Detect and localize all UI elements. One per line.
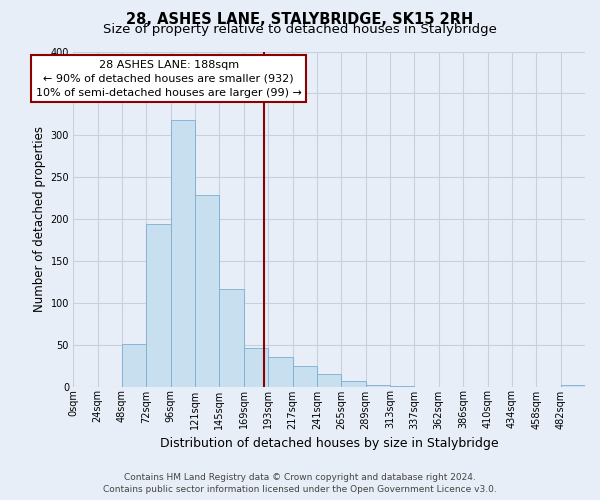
Bar: [195, 194, 220, 386]
Text: Contains HM Land Registry data © Crown copyright and database right 2024.
Contai: Contains HM Land Registry data © Crown c…: [103, 472, 497, 494]
Bar: [122, 344, 146, 387]
Bar: [170, 120, 195, 386]
Bar: [146, 224, 170, 386]
Text: Size of property relative to detached houses in Stalybridge: Size of property relative to detached ho…: [103, 22, 497, 36]
Bar: [268, 357, 293, 386]
Bar: [244, 348, 268, 387]
Y-axis label: Number of detached properties: Number of detached properties: [33, 126, 46, 312]
Bar: [317, 374, 341, 386]
Text: 28, ASHES LANE, STALYBRIDGE, SK15 2RH: 28, ASHES LANE, STALYBRIDGE, SK15 2RH: [127, 12, 473, 28]
Text: 28 ASHES LANE: 188sqm
← 90% of detached houses are smaller (932)
10% of semi-det: 28 ASHES LANE: 188sqm ← 90% of detached …: [36, 60, 302, 98]
X-axis label: Distribution of detached houses by size in Stalybridge: Distribution of detached houses by size …: [160, 437, 499, 450]
Bar: [341, 382, 365, 386]
Bar: [365, 385, 390, 386]
Bar: [293, 366, 317, 386]
Bar: [560, 385, 585, 386]
Bar: [220, 290, 244, 386]
